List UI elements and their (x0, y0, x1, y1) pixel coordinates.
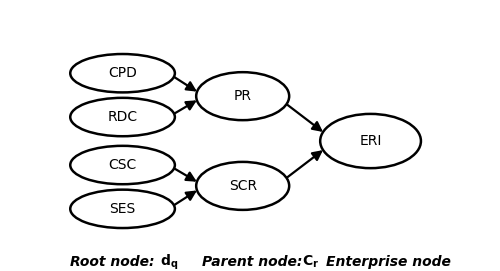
Ellipse shape (196, 72, 289, 120)
Ellipse shape (70, 146, 175, 184)
Text: CSC: CSC (108, 158, 136, 172)
Text: CPD: CPD (108, 66, 137, 80)
Ellipse shape (320, 114, 421, 168)
Ellipse shape (196, 162, 289, 210)
Text: SCR: SCR (228, 179, 257, 193)
Text: SES: SES (110, 202, 136, 216)
Text: ERI: ERI (360, 134, 382, 148)
Text: Enterprise node: Enterprise node (326, 255, 451, 269)
Ellipse shape (70, 98, 175, 136)
Text: PR: PR (234, 89, 252, 103)
Text: RDC: RDC (108, 110, 138, 124)
Text: Parent node:: Parent node: (202, 255, 302, 269)
Text: Root node:: Root node: (70, 255, 160, 269)
Text: $\mathbf{C_{r}}$: $\mathbf{C_{r}}$ (302, 254, 320, 270)
Ellipse shape (70, 54, 175, 92)
Ellipse shape (70, 190, 175, 228)
Text: $\mathbf{d_{q}}$: $\mathbf{d_{q}}$ (160, 252, 178, 271)
